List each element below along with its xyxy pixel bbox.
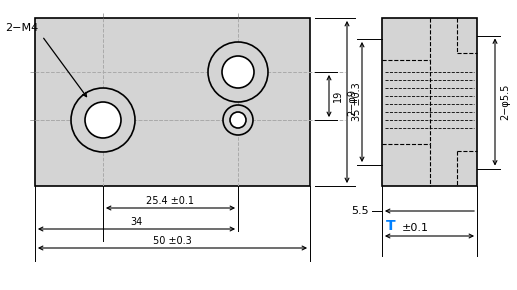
Text: 19: 19 (333, 90, 343, 102)
Circle shape (230, 112, 246, 128)
Text: 34: 34 (130, 217, 143, 227)
Circle shape (71, 88, 135, 152)
Circle shape (208, 42, 268, 102)
Text: 50 ±0.3: 50 ±0.3 (153, 236, 192, 246)
Text: T: T (386, 219, 396, 233)
Text: 35 ±0.3: 35 ±0.3 (352, 83, 362, 122)
Circle shape (85, 102, 121, 138)
Circle shape (222, 56, 254, 88)
Text: 5.5: 5.5 (352, 206, 369, 216)
Text: ±0.1: ±0.1 (402, 223, 429, 233)
Text: 2−M4: 2−M4 (5, 23, 38, 33)
Bar (382, 18, 477, 186)
Bar (35, 18, 310, 186)
Text: 2−φ5.5: 2−φ5.5 (500, 84, 510, 120)
Text: 2−φ9: 2−φ9 (347, 88, 357, 115)
Circle shape (223, 105, 253, 135)
Text: 25.4 ±0.1: 25.4 ±0.1 (146, 196, 194, 206)
